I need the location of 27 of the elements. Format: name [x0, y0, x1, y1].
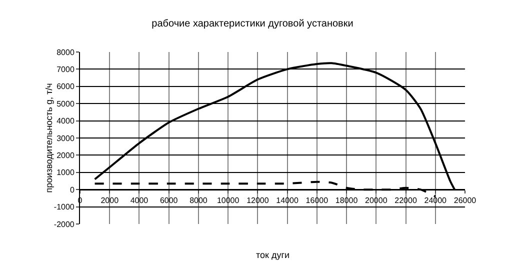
- y-tick-label: 5000: [56, 99, 75, 108]
- x-tick-label: 18000: [335, 196, 358, 206]
- y-tick-label: 6000: [56, 82, 75, 92]
- x-tick-label: 14000: [276, 196, 299, 206]
- y-tick-label: 3000: [56, 134, 75, 143]
- x-tick-label: 4000: [130, 196, 149, 206]
- y-tick-label: 0: [70, 185, 75, 194]
- x-tick-label: 22000: [394, 196, 418, 206]
- y-axis-title: производительность g, т/ч: [44, 82, 54, 193]
- x-tick-label: 6000: [160, 196, 178, 206]
- y-tick-label: 8000: [56, 48, 75, 57]
- x-tick-label: 26000: [454, 196, 477, 206]
- y-tick-label: 1000: [56, 168, 75, 178]
- chart-title: рабочие характеристики дуговой установки: [152, 18, 354, 30]
- y-tick-label: 2000: [56, 151, 75, 160]
- y-tick-label: 7000: [56, 65, 75, 74]
- x-tick-label: 16000: [306, 196, 329, 206]
- x-tick-label: 20000: [365, 196, 388, 206]
- x-tick-label: 10000: [216, 196, 240, 206]
- x-tick-label: 8000: [190, 196, 208, 206]
- y-tick-label: -1000: [54, 202, 75, 212]
- y-tick-label: -2000: [54, 220, 75, 229]
- x-tick-label: 24000: [424, 196, 448, 206]
- x-axis-title: ток дуги: [256, 250, 290, 260]
- x-tick-label: 2000: [100, 196, 120, 206]
- x-tick-label: 12000: [246, 196, 270, 206]
- y-tick-label: 4000: [56, 116, 75, 126]
